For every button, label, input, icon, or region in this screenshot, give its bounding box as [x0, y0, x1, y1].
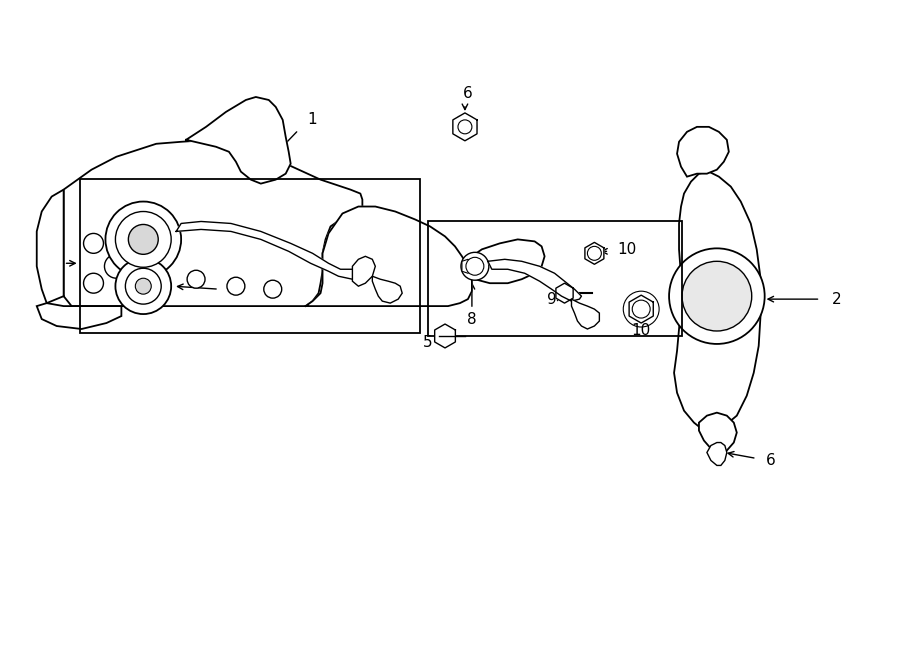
Polygon shape [373, 276, 402, 303]
Text: 10: 10 [632, 323, 651, 338]
Circle shape [466, 257, 484, 275]
Text: 4: 4 [228, 282, 238, 297]
Circle shape [84, 273, 104, 293]
Polygon shape [37, 303, 122, 329]
Circle shape [453, 115, 477, 139]
Circle shape [147, 263, 166, 283]
Text: 8: 8 [467, 311, 477, 327]
Text: 9: 9 [546, 292, 556, 307]
Circle shape [135, 278, 151, 294]
Text: 3: 3 [49, 256, 58, 271]
Circle shape [115, 212, 171, 267]
Circle shape [187, 270, 205, 288]
Polygon shape [629, 295, 653, 323]
Polygon shape [572, 299, 599, 329]
Polygon shape [677, 127, 729, 176]
Circle shape [461, 253, 489, 280]
Circle shape [458, 120, 472, 134]
Circle shape [129, 225, 158, 254]
Circle shape [125, 268, 161, 304]
Text: 1: 1 [308, 112, 318, 128]
Polygon shape [462, 259, 472, 273]
Circle shape [84, 233, 104, 253]
Circle shape [115, 258, 171, 314]
Polygon shape [353, 256, 375, 286]
Polygon shape [556, 283, 573, 303]
Text: 2: 2 [832, 292, 842, 307]
Text: 5: 5 [423, 335, 433, 350]
Polygon shape [176, 221, 358, 279]
Text: 6: 6 [766, 453, 776, 468]
Circle shape [104, 254, 129, 278]
Polygon shape [306, 206, 472, 306]
Text: 7: 7 [405, 272, 415, 287]
Polygon shape [37, 190, 64, 303]
Polygon shape [674, 172, 760, 432]
Polygon shape [435, 324, 455, 348]
Polygon shape [706, 442, 727, 465]
Text: 6: 6 [463, 87, 473, 102]
Circle shape [105, 202, 181, 277]
Polygon shape [488, 259, 581, 301]
Polygon shape [699, 412, 737, 453]
Circle shape [227, 277, 245, 295]
Text: 10: 10 [617, 242, 637, 257]
Polygon shape [64, 140, 363, 306]
Polygon shape [186, 97, 291, 184]
Circle shape [682, 261, 752, 331]
Circle shape [669, 249, 765, 344]
Polygon shape [453, 113, 477, 141]
Circle shape [264, 280, 282, 298]
Bar [428, 221, 682, 336]
Polygon shape [465, 239, 544, 283]
Bar [79, 178, 420, 333]
Polygon shape [585, 243, 604, 264]
